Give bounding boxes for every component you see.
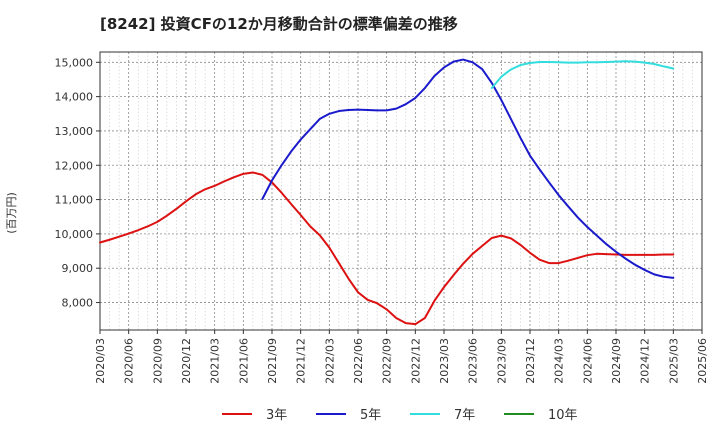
x-tick-label: 2024/09 xyxy=(610,338,623,384)
x-tick-label: 2022/12 xyxy=(409,338,422,384)
legend-label-1: 5年 xyxy=(360,408,381,423)
x-tick-label: 2023/03 xyxy=(438,338,451,384)
x-tick-label: 2023/09 xyxy=(495,338,508,384)
series-line-2 xyxy=(490,60,675,90)
x-tick-label: 2022/09 xyxy=(381,338,394,384)
chart-title: [8242] 投資CFの12か月移動合計の標準偏差の推移 xyxy=(100,15,458,33)
x-tick-label: 2021/12 xyxy=(295,338,308,384)
series-line-0 xyxy=(99,171,675,326)
plot-frame xyxy=(99,51,703,331)
y-tick-label: 12,000 xyxy=(55,159,94,172)
x-tick-label: 2022/03 xyxy=(323,338,336,384)
y-tick-label: 8,000 xyxy=(62,297,94,310)
x-tick-label: 2024/12 xyxy=(639,338,652,384)
x-tick-label: 2025/06 xyxy=(696,338,709,384)
legend-label-0: 3年 xyxy=(266,408,287,423)
x-tick-label: 2021/03 xyxy=(209,338,222,384)
x-tick-label: 2025/03 xyxy=(667,338,680,384)
x-tick-label: 2024/03 xyxy=(553,338,566,384)
x-tick-label: 2020/06 xyxy=(123,338,136,384)
plot-area xyxy=(100,52,702,330)
x-tick-label: 2023/12 xyxy=(524,338,537,384)
x-tick-label: 2021/09 xyxy=(266,338,279,384)
y-tick-label: 10,000 xyxy=(55,228,94,241)
x-tick-label: 2020/09 xyxy=(151,338,164,384)
y-tick-label: 11,000 xyxy=(55,194,94,207)
y-tick-label: 15,000 xyxy=(55,56,94,69)
legend-label-2: 7年 xyxy=(454,408,475,423)
x-tick-label: 2023/06 xyxy=(467,338,480,384)
y-tick-label: 13,000 xyxy=(55,125,94,138)
legend-label-3: 10年 xyxy=(548,408,578,423)
x-tick-label: 2022/06 xyxy=(352,338,365,384)
x-tick-label: 2020/12 xyxy=(180,338,193,384)
x-tick-label: 2020/03 xyxy=(94,338,107,384)
y-tick-label: 9,000 xyxy=(62,262,94,275)
x-tick-label: 2021/06 xyxy=(237,338,250,384)
series-line-1 xyxy=(261,58,675,279)
y-tick-label: 14,000 xyxy=(55,91,94,104)
x-tick-label: 2024/06 xyxy=(581,338,594,384)
